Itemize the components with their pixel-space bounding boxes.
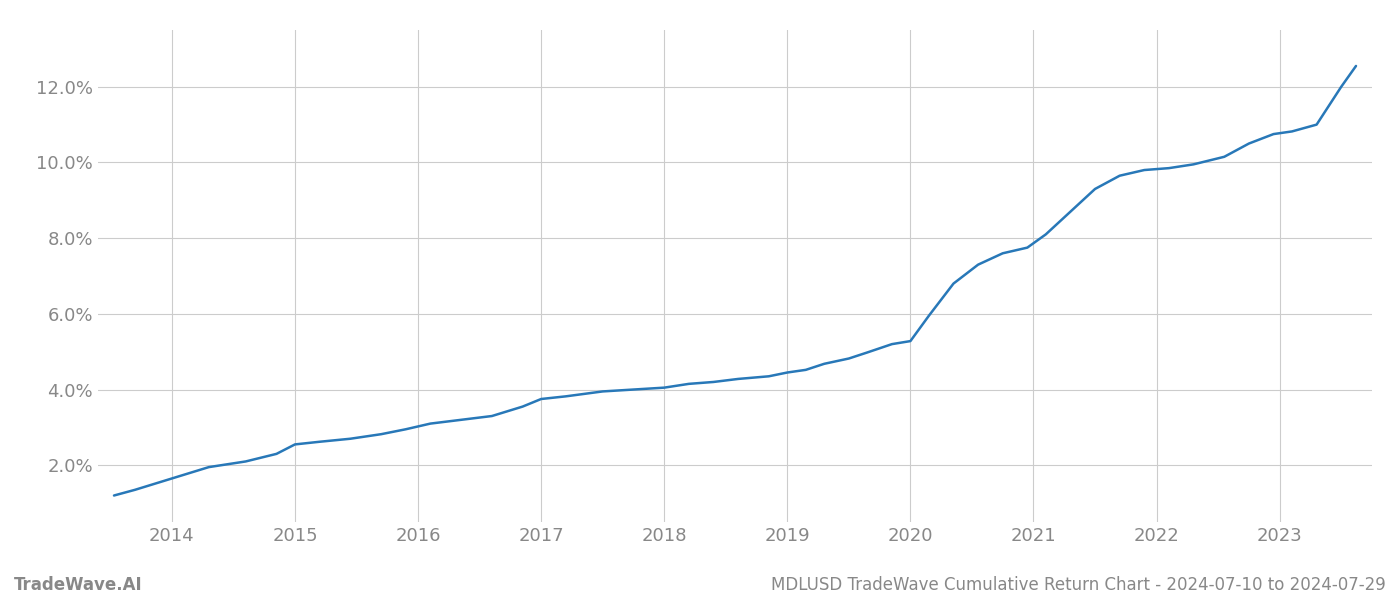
Text: TradeWave.AI: TradeWave.AI xyxy=(14,576,143,594)
Text: MDLUSD TradeWave Cumulative Return Chart - 2024-07-10 to 2024-07-29: MDLUSD TradeWave Cumulative Return Chart… xyxy=(771,576,1386,594)
